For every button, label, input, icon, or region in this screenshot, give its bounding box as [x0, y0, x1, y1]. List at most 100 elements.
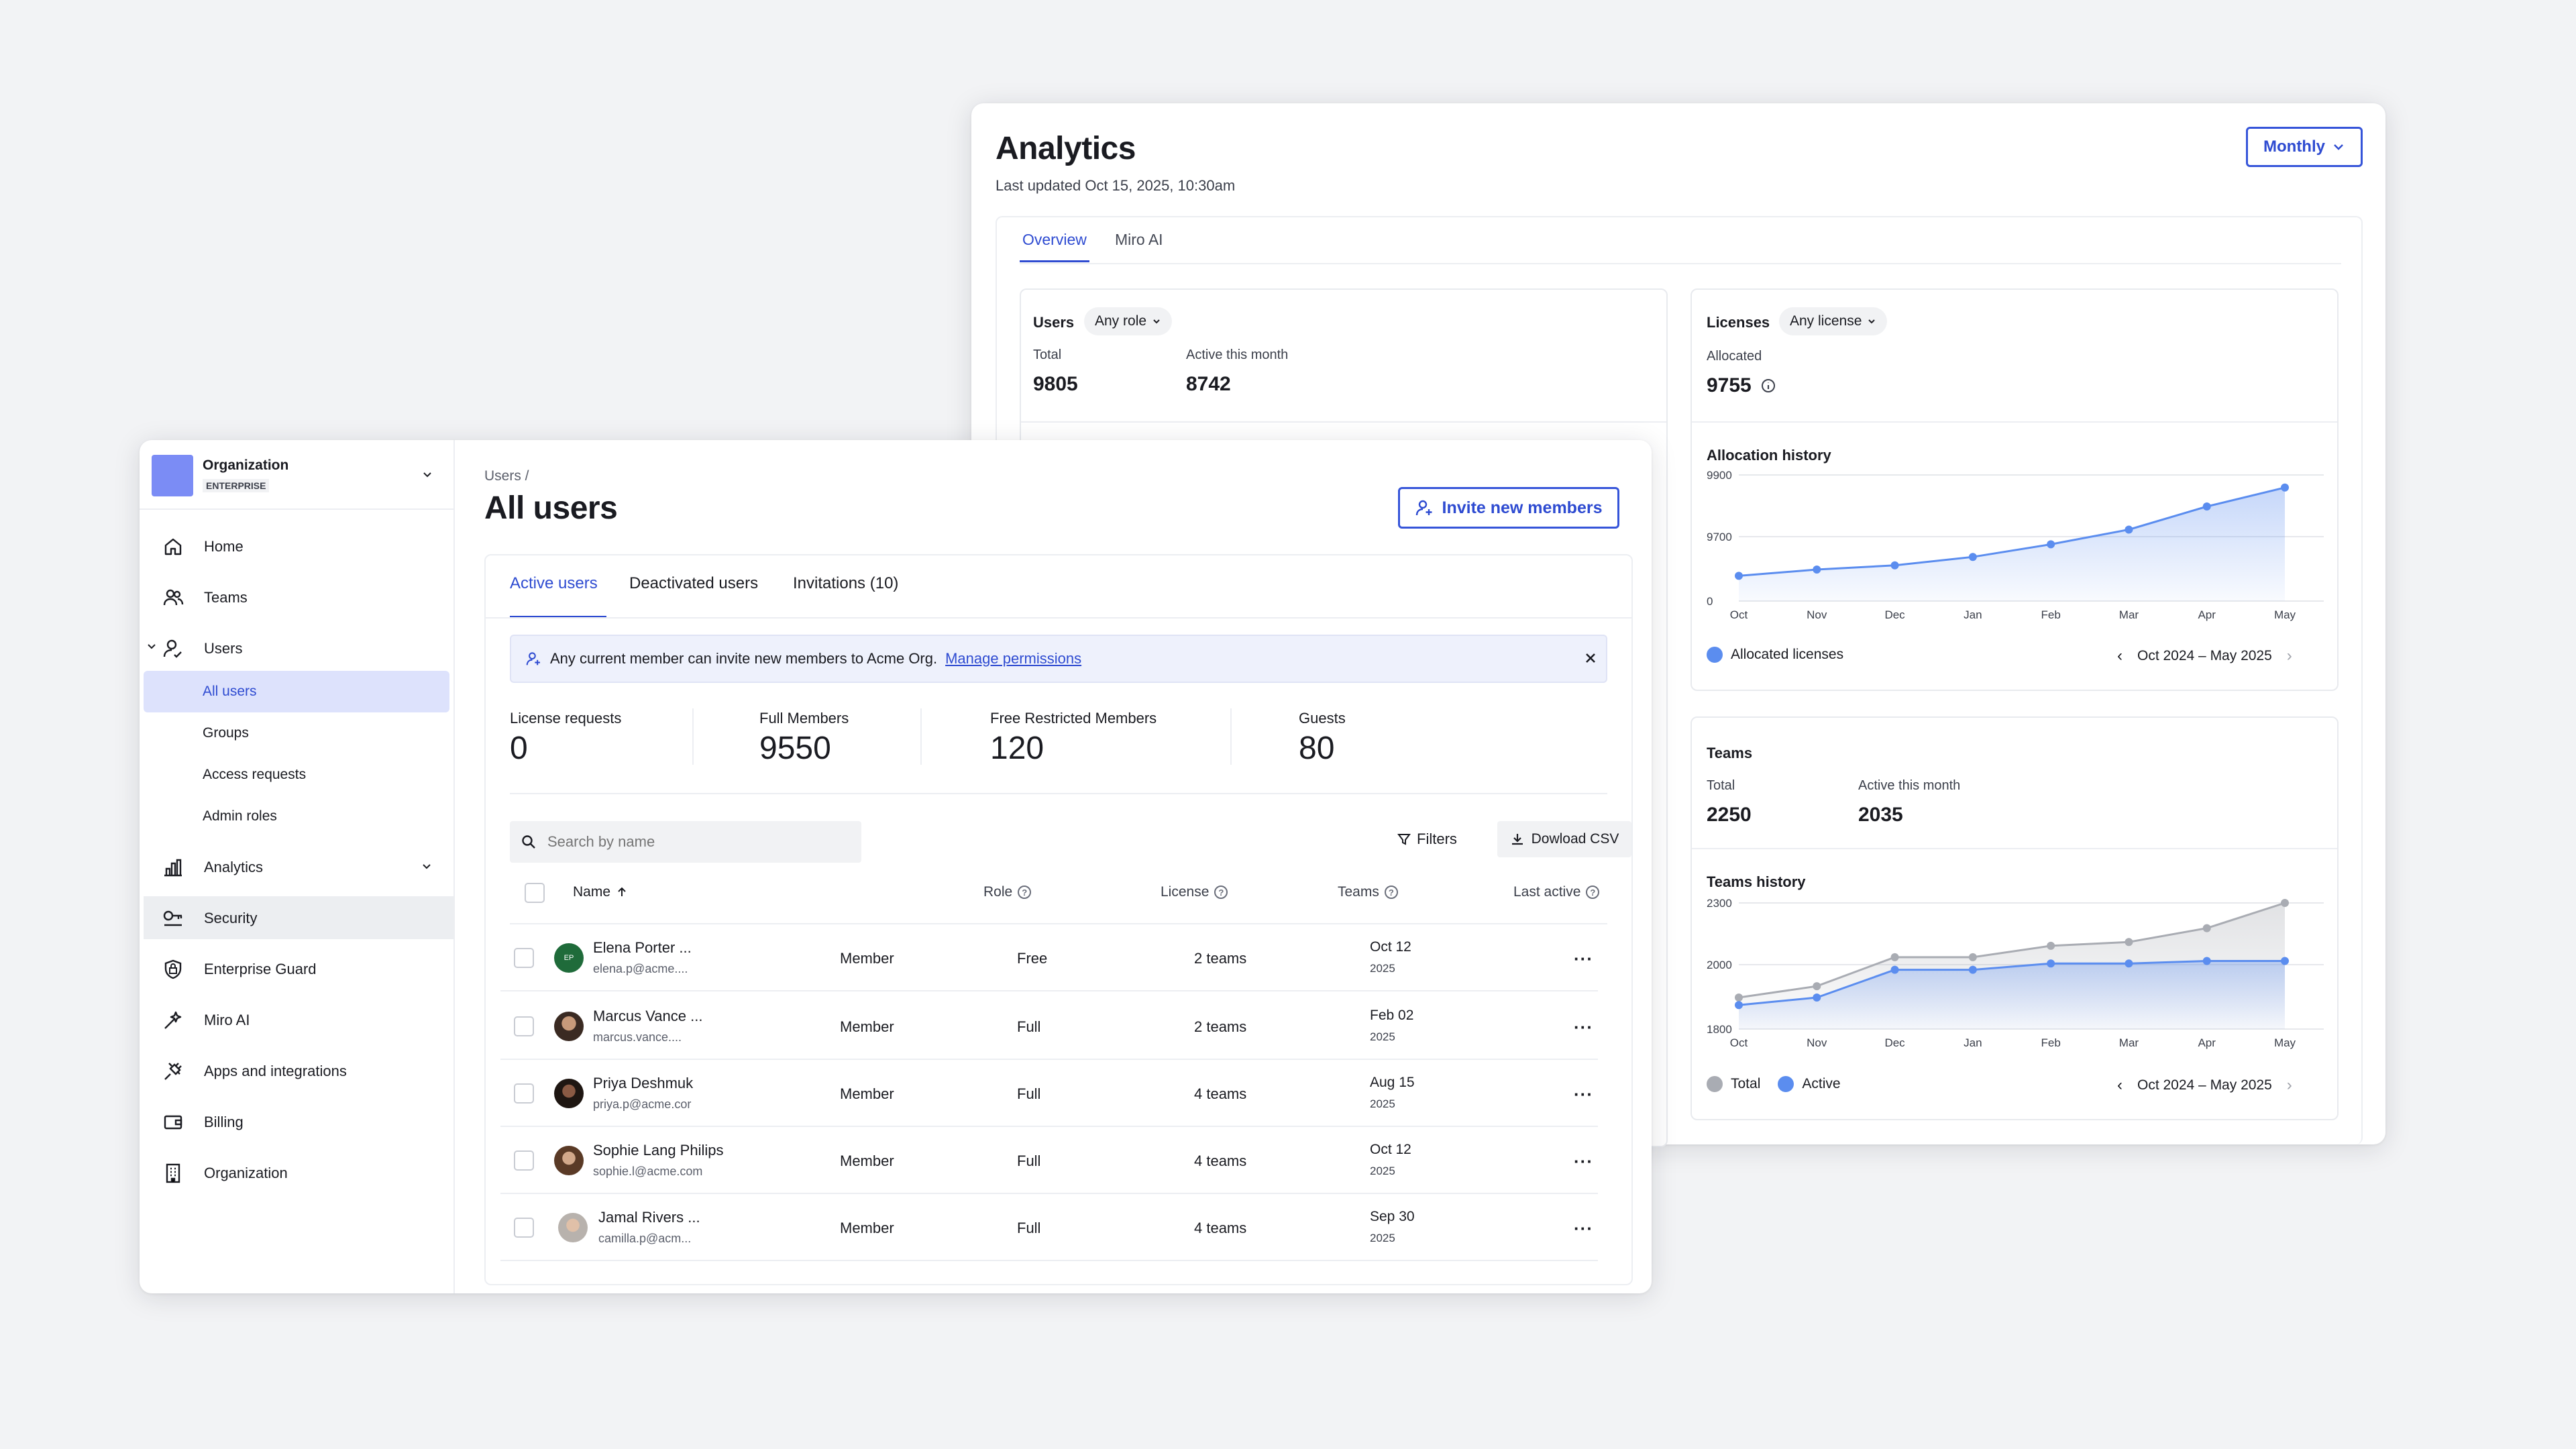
more-icon[interactable]: ···: [1574, 1084, 1593, 1104]
data-point: [2281, 483, 2289, 492]
last-active-date: Sep 30: [1370, 1209, 1415, 1224]
col-last-active[interactable]: Last active?: [1513, 884, 1600, 900]
more-icon[interactable]: ···: [1574, 949, 1593, 969]
user-role[interactable]: Member: [840, 1018, 894, 1035]
chevron-left-icon[interactable]: ‹: [2117, 647, 2123, 665]
banner-text: Any current member can invite new member…: [550, 650, 938, 667]
download-csv-button[interactable]: Dowload CSV: [1497, 821, 1631, 857]
table-row[interactable]: EP Elena Porter ... elena.p@acme.... Mem…: [500, 924, 1598, 991]
row-checkbox[interactable]: [514, 1083, 534, 1104]
user-license[interactable]: Full: [1017, 1220, 1041, 1236]
user-role[interactable]: Member: [840, 950, 894, 967]
table-row[interactable]: Sophie Lang Philips sophie.l@acme.com Me…: [500, 1127, 1598, 1194]
x-tick-label: Apr: [2198, 608, 2216, 621]
tab-active-users[interactable]: Active users: [510, 574, 598, 592]
data-point: [1968, 553, 1977, 561]
org-avatar: [152, 455, 193, 496]
avatar: [554, 1012, 584, 1041]
user-role[interactable]: Member: [840, 1220, 894, 1236]
row-checkbox[interactable]: [514, 1016, 534, 1036]
user-role[interactable]: Member: [840, 1085, 894, 1102]
user-name[interactable]: Priya Deshmuk: [593, 1075, 694, 1091]
invite-label: Invite new members: [1442, 498, 1603, 517]
invite-members-button[interactable]: Invite new members: [1398, 487, 1619, 529]
filters-button[interactable]: Filters: [1370, 821, 1484, 857]
more-icon[interactable]: ···: [1574, 1151, 1593, 1171]
chevron-left-icon[interactable]: ‹: [2117, 1076, 2123, 1094]
close-icon[interactable]: [1583, 651, 1598, 665]
sidebar-item-all-users[interactable]: All users: [144, 671, 449, 712]
row-checkbox[interactable]: [514, 948, 534, 968]
table-row[interactable]: Jamal Rivers ... camilla.p@acm... Member…: [500, 1194, 1598, 1261]
tab-overview[interactable]: Overview: [1022, 231, 1087, 248]
table-row[interactable]: Marcus Vance ... marcus.vance.... Member…: [500, 993, 1598, 1060]
row-checkbox[interactable]: [514, 1150, 534, 1171]
tab-deactivated-users[interactable]: Deactivated users: [629, 574, 759, 592]
chevron-right-icon[interactable]: ›: [2286, 647, 2292, 665]
table-row[interactable]: Priya Deshmuk priya.p@acme.cor Member Fu…: [500, 1060, 1598, 1127]
sidebar-item-home[interactable]: Home: [160, 526, 441, 568]
building-icon: [160, 1160, 186, 1187]
sidebar-item-label: Analytics: [204, 859, 264, 875]
users-active-value: 8742: [1186, 373, 1231, 395]
sidebar-item-admin-roles[interactable]: Admin roles: [203, 808, 277, 824]
more-icon[interactable]: ···: [1574, 1017, 1593, 1037]
help-icon[interactable]: ?: [1018, 885, 1032, 899]
user-license[interactable]: Full: [1017, 1018, 1041, 1035]
tab-invitations[interactable]: Invitations (10): [793, 574, 899, 592]
user-license[interactable]: Full: [1017, 1152, 1041, 1169]
user-license[interactable]: Free: [1017, 950, 1048, 967]
sidebar-item-groups[interactable]: Groups: [203, 725, 249, 741]
sidebar-item-users[interactable]: Users: [160, 628, 441, 669]
sidebar-item-enterprise-guard[interactable]: Enterprise Guard: [160, 949, 441, 990]
user-role[interactable]: Member: [840, 1152, 894, 1169]
col-role[interactable]: Role?: [983, 884, 1032, 900]
chevron-right-icon[interactable]: ›: [2286, 1076, 2292, 1094]
role-filter-chip[interactable]: Any role: [1084, 307, 1173, 335]
x-tick-label: Dec: [1884, 608, 1905, 621]
period-dropdown[interactable]: Monthly: [2246, 127, 2363, 167]
user-name[interactable]: Jamal Rivers ...: [598, 1209, 700, 1226]
help-icon[interactable]: ?: [1384, 885, 1398, 899]
license-filter-chip[interactable]: Any license: [1779, 307, 1888, 335]
chevron-down-icon[interactable]: [146, 641, 157, 652]
last-active-year: 2025: [1370, 1165, 1395, 1177]
org-switcher[interactable]: Organization ENTERPRISE: [140, 440, 455, 510]
select-all-checkbox[interactable]: [525, 883, 545, 903]
sidebar-item-organization[interactable]: Organization: [160, 1152, 441, 1194]
x-tick-label: Oct: [1730, 1036, 1748, 1049]
user-name[interactable]: Marcus Vance ...: [593, 1008, 703, 1024]
breadcrumb[interactable]: Users /: [484, 468, 529, 484]
col-teams[interactable]: Teams?: [1338, 884, 1398, 900]
last-active-year: 2025: [1370, 1097, 1395, 1110]
manage-permissions-link[interactable]: Manage permissions: [945, 650, 1082, 667]
row-checkbox[interactable]: [514, 1218, 534, 1238]
search-box[interactable]: [510, 821, 861, 863]
user-name[interactable]: Elena Porter ...: [593, 939, 692, 956]
sidebar-item-analytics[interactable]: Analytics: [160, 847, 441, 888]
col-license[interactable]: License?: [1161, 884, 1228, 900]
help-icon[interactable]: ?: [1214, 885, 1228, 899]
help-icon[interactable]: ?: [1586, 885, 1600, 899]
sidebar-item-miro-ai[interactable]: Miro AI: [160, 1000, 441, 1041]
user-license[interactable]: Full: [1017, 1085, 1041, 1102]
series-line: [1738, 902, 2286, 999]
chevron-down-icon: [423, 472, 431, 478]
tab-miro-ai[interactable]: Miro AI: [1115, 231, 1163, 248]
col-name[interactable]: Name: [573, 884, 628, 900]
sidebar-item-access-requests[interactable]: Access requests: [203, 767, 307, 782]
user-name[interactable]: Sophie Lang Philips: [593, 1142, 724, 1159]
x-tick-label: May: [2274, 1036, 2296, 1049]
stat-divider: [920, 708, 922, 765]
add-user-icon: [526, 652, 540, 665]
sidebar-item-teams[interactable]: Teams: [160, 577, 441, 619]
sidebar-item-security[interactable]: Security: [160, 898, 441, 939]
licenses-card-title: Licenses: [1707, 314, 1770, 331]
more-icon[interactable]: ···: [1574, 1218, 1593, 1238]
sidebar-item-apps[interactable]: Apps and integrations: [160, 1051, 441, 1092]
stat-value: 0: [510, 731, 528, 766]
sidebar-item-label: Miro AI: [204, 1012, 250, 1028]
sidebar-item-billing[interactable]: Billing: [160, 1102, 441, 1143]
info-icon[interactable]: [1761, 378, 1776, 393]
search-input[interactable]: [547, 833, 829, 851]
